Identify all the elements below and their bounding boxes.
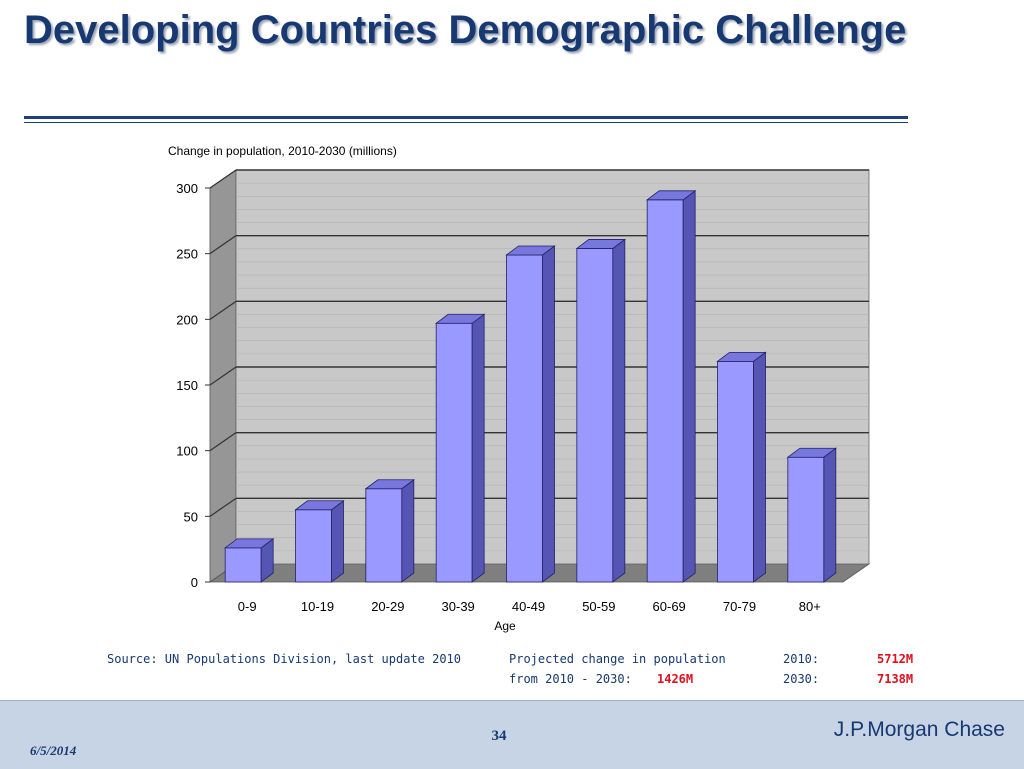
slide-title: Developing Countries Demographic Challen… — [24, 8, 907, 52]
gridline-side — [209, 235, 237, 255]
bar — [434, 313, 486, 583]
plot-area: 0 50 100 150 200 250 300 0-9 10-19 20-29 30-39 40-4… — [176, 169, 871, 614]
x-tick-label: 30-39 — [442, 599, 475, 614]
bar-front — [365, 488, 403, 583]
gridline-side — [209, 300, 237, 320]
bar-side — [682, 190, 696, 583]
x-tick-label: 10-19 — [301, 599, 334, 614]
title-divider — [24, 116, 908, 119]
bar-side — [612, 238, 626, 583]
bar-front — [435, 322, 473, 583]
footer-date: 6/5/2014 — [30, 743, 77, 758]
x-tick-label: 70-79 — [723, 599, 756, 614]
bar-front — [506, 254, 543, 583]
bar-front — [295, 509, 332, 583]
bar-side — [753, 351, 766, 583]
page-number: 34 — [491, 728, 507, 744]
bar-front — [646, 199, 684, 583]
x-tick-label: 40-49 — [512, 599, 545, 614]
bar — [505, 245, 556, 583]
bar-top — [223, 538, 275, 549]
chart-title: Change in population, 2010-2030 (million… — [168, 144, 397, 158]
bar — [786, 447, 838, 583]
gridline-side — [209, 497, 237, 517]
bar-side — [542, 245, 555, 583]
title-divider-thin — [24, 122, 908, 123]
bar — [575, 238, 627, 583]
x-axis-label: Age — [494, 619, 516, 633]
projected-change-value: 1426M — [657, 672, 694, 686]
y-tick-label: 200 — [176, 312, 198, 327]
bar — [294, 499, 345, 583]
bar-top — [294, 500, 345, 511]
bar-side — [401, 478, 415, 583]
x-tick-label: 50-59 — [582, 599, 615, 614]
y-tick-label: 50 — [184, 509, 198, 524]
bar-top — [786, 447, 838, 458]
projected-change-label: Projected change in population — [509, 652, 726, 666]
footer-bar — [0, 700, 1024, 769]
bar-top — [716, 351, 767, 362]
year-2010-value: 5712M — [877, 652, 914, 666]
company-name: J.P.Morgan Chase — [833, 718, 1005, 741]
bar-top — [645, 190, 697, 201]
bar-top — [434, 313, 486, 324]
bar-side — [471, 313, 485, 583]
y-tick-label: 300 — [176, 181, 198, 196]
population-change-chart: Change in population, 2010-2030 (million… — [168, 144, 871, 633]
bar-front — [717, 360, 754, 583]
year-2010-label: 2010: — [783, 652, 820, 666]
year-2030-value: 7138M — [877, 672, 914, 686]
source-note: Source: UN Populations Division, last up… — [107, 652, 462, 666]
bar — [716, 351, 767, 583]
bar — [364, 478, 416, 583]
y-tick-label: 250 — [176, 247, 198, 262]
bar — [645, 190, 697, 583]
bar-top — [575, 239, 627, 249]
gridline-side — [209, 432, 237, 452]
bar-top — [505, 245, 556, 256]
bar-front — [787, 456, 825, 583]
bar-side — [823, 447, 837, 583]
y-tick-label: 0 — [191, 575, 198, 590]
x-tick-label: 0-9 — [238, 599, 257, 614]
bar — [223, 538, 275, 583]
bar-front — [224, 547, 262, 583]
projected-range-label: from 2010 - 2030: — [509, 672, 632, 686]
x-tick-label: 20-29 — [371, 599, 404, 614]
gridline-side — [209, 169, 237, 189]
bar-front — [576, 248, 614, 583]
gridline-side — [209, 366, 237, 386]
y-tick-label: 100 — [176, 444, 198, 459]
bar-top — [364, 479, 416, 490]
x-tick-label: 80+ — [799, 599, 821, 614]
year-2030-label: 2030: — [783, 672, 820, 686]
bar-side — [331, 499, 344, 583]
x-tick-label: 60-69 — [653, 599, 686, 614]
y-tick-label: 150 — [176, 378, 198, 393]
